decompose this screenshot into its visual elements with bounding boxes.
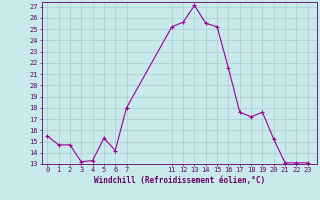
X-axis label: Windchill (Refroidissement éolien,°C): Windchill (Refroidissement éolien,°C) xyxy=(94,176,265,185)
